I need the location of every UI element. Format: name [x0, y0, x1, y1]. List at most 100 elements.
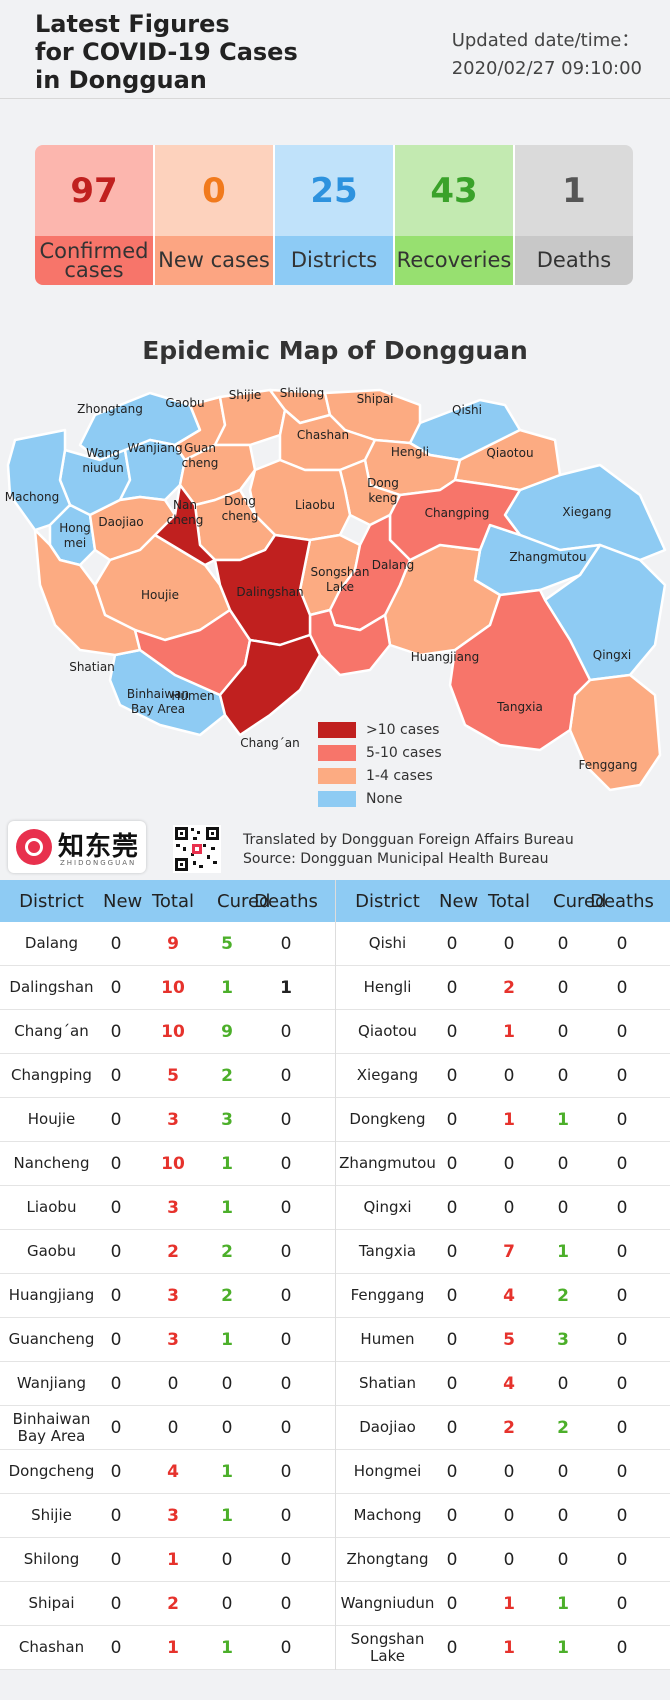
map-label: Binhaiwan Bay Area: [127, 687, 189, 716]
cell-new: 0: [110, 1329, 122, 1350]
qr-code-icon: [173, 825, 221, 873]
table-row: Hongmei 0 0 0 0: [336, 1450, 670, 1494]
map-label: Hengli: [391, 445, 429, 459]
cell-cured: 1: [221, 1461, 233, 1482]
district-table-right: District New Total Cured Deaths Qishi 0 0 0 0 Heng…: [335, 880, 670, 1670]
map-label: Shijie: [229, 388, 262, 402]
map-label: Guan cheng: [182, 441, 219, 470]
cell-deaths: 0: [616, 1373, 628, 1394]
cell-district: Dongcheng: [8, 1462, 95, 1480]
district-table-left: District New Total Cured Deaths Dalang 0 9 5 0 Dal…: [0, 880, 335, 1670]
cell-new: 0: [110, 1065, 122, 1086]
cell-cured: 0: [557, 1197, 569, 1218]
cell-cured: 0: [557, 977, 569, 998]
cell-total: 2: [503, 1417, 515, 1438]
map-label: Qingxi: [593, 648, 631, 662]
cell-district: Dongkeng: [349, 1110, 426, 1128]
cell-cured: 0: [221, 1593, 233, 1614]
column-header: District: [19, 890, 84, 912]
cell-new: 0: [110, 1241, 122, 1262]
table-row: Changping 0 5 2 0: [0, 1054, 335, 1098]
map-label: Daojiao: [98, 515, 143, 529]
legend-swatch: [318, 767, 356, 784]
cell-cured: 1: [221, 1197, 233, 1218]
cell-cured: 1: [221, 977, 233, 998]
cell-district: Machong: [353, 1506, 422, 1524]
table-row: Liaobu 0 3 1 0: [0, 1186, 335, 1230]
cell-new: 0: [446, 933, 458, 954]
cell-cured: 0: [221, 1549, 233, 1570]
cell-new: 0: [446, 1197, 458, 1218]
map-label: Hong mei: [59, 521, 91, 550]
map-region-tangxia: [448, 588, 592, 752]
cell-district: Dalang: [24, 934, 79, 952]
cell-cured: 0: [557, 933, 569, 954]
cell-total: 5: [167, 1065, 179, 1086]
cell-deaths: 0: [280, 1285, 292, 1306]
cell-deaths: 0: [616, 1593, 628, 1614]
table-row: Qiaotou 0 1 0 0: [336, 1010, 670, 1054]
cell-total: 1: [503, 1109, 515, 1130]
cell-district: Humen: [360, 1330, 415, 1348]
table-header: District New Total Cured Deaths: [0, 880, 335, 922]
table-row: Humen 0 5 3 0: [336, 1318, 670, 1362]
map-label: Dalang: [372, 558, 415, 572]
table-row: Machong 0 0 0 0: [336, 1494, 670, 1538]
credit-bar: 知东莞 ZHIDONGGUAN Translated by Dongguan F…: [0, 818, 670, 878]
cell-cured: 1: [557, 1637, 569, 1658]
cell-district: Songshan Lake: [350, 1629, 425, 1665]
cell-total: 3: [167, 1285, 179, 1306]
cell-cured: 0: [557, 1505, 569, 1526]
cell-total: 0: [503, 1065, 515, 1086]
cell-deaths: 0: [616, 1637, 628, 1658]
legend-swatch: [318, 721, 356, 738]
stat-value: 0: [155, 145, 273, 236]
table-row: Huangjiang 0 3 2 0: [0, 1274, 335, 1318]
map-label: Houjie: [141, 588, 179, 602]
cell-district: Hengli: [363, 978, 412, 996]
cell-new: 0: [110, 1373, 122, 1394]
cell-district: Guancheng: [8, 1330, 95, 1348]
stat-value: 25: [275, 145, 393, 236]
cell-deaths: 0: [616, 1197, 628, 1218]
map-label: Dalingshan: [236, 585, 303, 599]
cell-total: 10: [161, 1153, 185, 1174]
cell-cured: 3: [221, 1109, 233, 1130]
cell-new: 0: [110, 977, 122, 998]
column-header: Cured: [553, 890, 607, 912]
map-label: Wanjiang: [127, 441, 182, 455]
cell-cured: 5: [221, 933, 233, 954]
cell-total: 0: [503, 1197, 515, 1218]
cell-deaths: 0: [616, 933, 628, 954]
cell-total: 5: [503, 1329, 515, 1350]
cell-new: 0: [110, 1197, 122, 1218]
map-label: Gaobu: [165, 396, 204, 410]
cell-cured: 0: [557, 1461, 569, 1482]
cell-total: 10: [161, 977, 185, 998]
cell-total: 1: [503, 1593, 515, 1614]
map-region-dalingshan: [213, 533, 312, 647]
map-svg: Zhongtang Gaobu Shijie Shilong Shipai Qishi Wa…: [5, 386, 667, 792]
page-title: Latest Figures for COVID-19 Cases in Don…: [35, 10, 298, 94]
cell-district: Qingxi: [363, 1198, 412, 1216]
cell-cured: 1: [221, 1329, 233, 1350]
table-row: Hengli 0 2 0 0: [336, 966, 670, 1010]
logo-text: 知东莞: [58, 832, 140, 862]
stat-label: Deaths: [515, 236, 633, 285]
table-row: Zhongtang 0 0 0 0: [336, 1538, 670, 1582]
cell-deaths: 0: [280, 1549, 292, 1570]
cell-new: 0: [446, 1241, 458, 1262]
cell-new: 0: [446, 1417, 458, 1438]
map-label: Dong keng: [367, 476, 399, 505]
map-label: Zhangmutou: [509, 550, 586, 564]
cell-deaths: 0: [616, 1241, 628, 1262]
cell-district: Liaobu: [26, 1198, 77, 1216]
cell-total: 0: [503, 1153, 515, 1174]
updated-info: Updated date/time： 2020/02/27 09:10:00: [452, 27, 642, 83]
cell-district: Qishi: [368, 934, 407, 952]
cell-deaths: 0: [280, 1109, 292, 1130]
cell-total: 2: [167, 1593, 179, 1614]
cell-district: Chashan: [18, 1638, 85, 1656]
cell-total: 3: [167, 1329, 179, 1350]
cell-district: Qiaotou: [358, 1022, 417, 1040]
